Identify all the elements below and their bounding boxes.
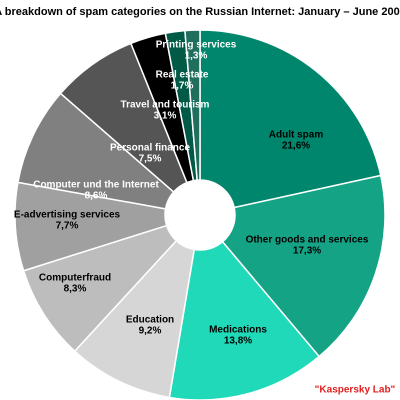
value-label: 21,6% [282,141,310,152]
value-label: 1,3% [185,51,208,62]
pie-slice [73,239,196,399]
value-label: 13,8% [224,336,252,347]
slice-label: Real estate [156,70,209,81]
slice-label: Adult spam [269,130,324,141]
pie-slice [199,29,382,209]
value-label: 7,5% [139,154,162,165]
pie-slice [221,174,386,358]
value-label: 8,6% [85,191,108,202]
value-label: 7,7% [56,221,79,232]
slice-label: Medications [209,325,267,336]
pie-slice [17,92,175,210]
value-label: 9,2% [139,326,162,337]
slice-label: Education [126,315,174,326]
slice-label: Travel and tourism [121,100,210,111]
pie-slice [184,29,201,181]
slice-label: Computer und the Internet [33,180,159,191]
value-label: 1,7% [171,81,194,92]
value-label: 17,3% [293,246,321,257]
value-label: 3,1% [154,111,177,122]
value-label: 8,3% [64,284,87,295]
slice-label: Computerfraud [39,273,111,284]
slice-label: Personal finance [110,143,190,154]
source-note: "Kaspersky Lab" [315,385,396,396]
slice-label: Other goods and services [246,235,369,246]
slice-label: Printing services [156,40,237,51]
pie-slice [22,224,178,353]
slice-label: E-advertising services [14,210,121,221]
chart-title: A breakdown of spam categories on the Ru… [0,6,400,18]
